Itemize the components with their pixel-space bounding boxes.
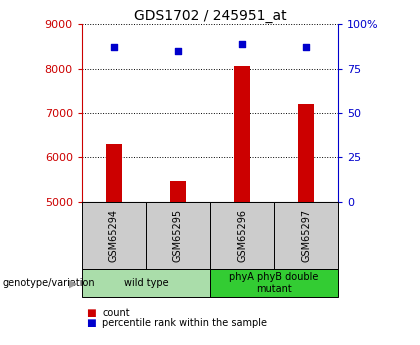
- Text: GDS1702 / 245951_at: GDS1702 / 245951_at: [134, 9, 286, 23]
- Text: count: count: [102, 308, 130, 318]
- Point: [239, 41, 245, 47]
- Text: phyA phyB double
mutant: phyA phyB double mutant: [229, 273, 319, 294]
- Text: ■: ■: [86, 308, 96, 318]
- Text: percentile rank within the sample: percentile rank within the sample: [102, 318, 267, 328]
- Text: GSM65294: GSM65294: [109, 209, 119, 262]
- Bar: [298, 104, 314, 345]
- Text: GSM65296: GSM65296: [237, 209, 247, 262]
- Text: GSM65297: GSM65297: [301, 209, 311, 262]
- Text: wild type: wild type: [123, 278, 168, 288]
- Text: genotype/variation: genotype/variation: [2, 278, 95, 288]
- Text: ■: ■: [86, 318, 96, 328]
- Point: [110, 45, 117, 50]
- Bar: [106, 144, 122, 345]
- Point: [175, 48, 181, 53]
- Text: ▶: ▶: [69, 278, 78, 288]
- Bar: [234, 66, 250, 345]
- Text: GSM65295: GSM65295: [173, 209, 183, 262]
- Bar: [170, 180, 186, 345]
- Point: [303, 45, 310, 50]
